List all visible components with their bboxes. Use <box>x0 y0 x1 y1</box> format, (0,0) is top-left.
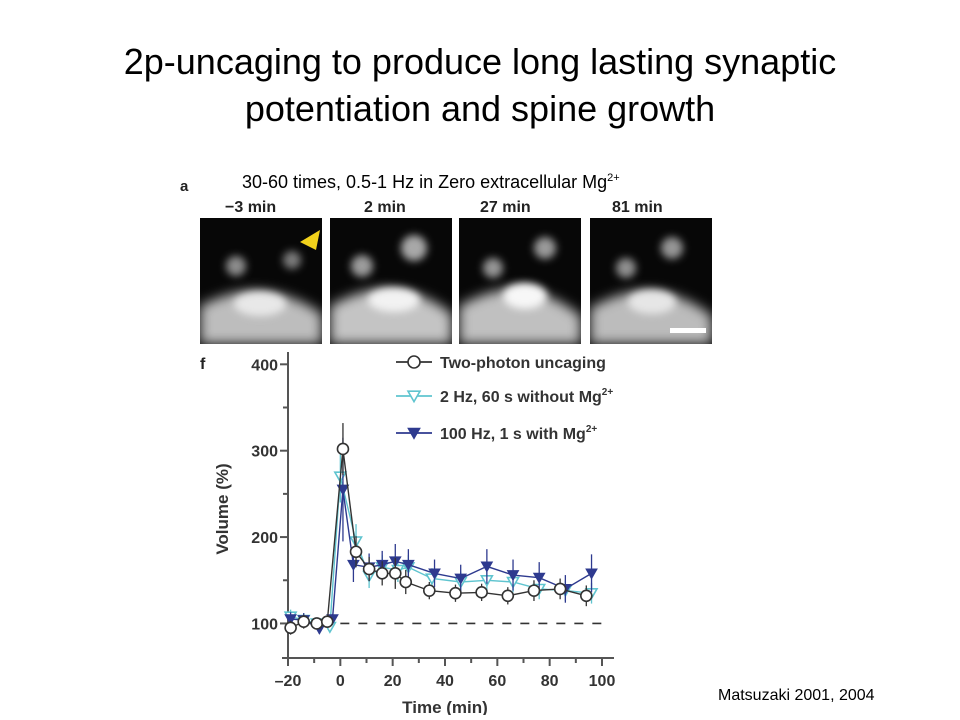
legend-marker <box>406 390 422 404</box>
x-axis-label: Time (min) <box>402 698 488 715</box>
micrograph-frame-4 <box>590 218 712 344</box>
data-point <box>480 561 494 573</box>
data-point <box>449 586 462 600</box>
caption-superscript: 2+ <box>607 172 620 184</box>
legend-label: 100 Hz, 1 s with Mg2+ <box>440 424 597 443</box>
legend-label-superscript: 2+ <box>586 424 598 435</box>
x-tick-label: 20 <box>384 673 402 690</box>
x-tick-label: –20 <box>275 673 302 690</box>
panel-f-letter: f <box>200 356 206 373</box>
y-axis-label: Volume (%) <box>213 463 232 554</box>
data-point <box>585 568 598 580</box>
stimulation-caption: 30-60 times, 0.5-1 Hz in Zero extracellu… <box>242 172 620 193</box>
data-point <box>475 586 488 599</box>
chart-legend: Two-photon uncaging 2 Hz, 60 s without Mg… <box>396 355 613 443</box>
x-tick-label: 40 <box>436 673 454 690</box>
legend-label-text: 100 Hz, 1 s with Mg <box>440 426 586 443</box>
legend-label-text: Two-photon uncaging <box>440 355 606 372</box>
legend-label: 2 Hz, 60 s without Mg2+ <box>440 387 613 406</box>
chart-axes: 100 200 300 400 –20 0 20 40 60 80 100 Time (min) Vol… <box>213 352 615 715</box>
micrograph-frame-3 <box>459 218 581 344</box>
title-line-1: 2p-uncaging to produce long lasting syna… <box>123 41 837 82</box>
series-1 <box>283 450 599 634</box>
data-point <box>362 562 376 576</box>
data-point <box>349 545 363 559</box>
series-0 <box>284 423 593 635</box>
data-point <box>320 615 334 629</box>
data-point <box>284 621 297 635</box>
data-point <box>399 575 413 589</box>
data-point <box>527 584 541 597</box>
data-point <box>501 589 515 603</box>
x-tick-label: 100 <box>589 673 616 690</box>
series-line <box>290 489 592 630</box>
data-point <box>388 567 402 580</box>
x-tick-label: 60 <box>488 673 506 690</box>
y-tick-label: 200 <box>251 530 278 547</box>
y-tick-label: 300 <box>251 444 278 461</box>
legend-marker <box>407 427 421 440</box>
panel-a-letter: a <box>180 178 189 195</box>
slide-title: 2p-uncaging to produce long lasting syna… <box>40 38 920 132</box>
data-point <box>579 589 593 603</box>
y-tick-label: 100 <box>251 616 278 633</box>
timepoint-label-2: 2 min <box>364 199 406 216</box>
data-point <box>297 615 310 629</box>
volume-time-chart: 100 200 300 400 –20 0 20 40 60 80 100 Time (min) Vol… <box>213 352 615 715</box>
legend-label-text: 2 Hz, 60 s without Mg <box>440 389 602 406</box>
title-line-2: potentiation and spine growth <box>244 88 716 129</box>
uncaging-arrowhead-icon <box>300 230 320 250</box>
legend-entry-2: 100 Hz, 1 s with Mg2+ <box>396 424 597 443</box>
legend-entry-1: 2 Hz, 60 s without Mg2+ <box>396 387 613 406</box>
y-tick-label: 400 <box>251 357 278 374</box>
caption-text: 30-60 times, 0.5-1 Hz in Zero extracellu… <box>242 172 608 192</box>
data-point <box>506 570 520 582</box>
data-point <box>428 568 441 580</box>
timepoint-label-4: 81 min <box>612 199 663 216</box>
series-line <box>290 476 592 628</box>
series-line <box>290 448 587 629</box>
data-point <box>336 484 350 496</box>
legend-entry-0: Two-photon uncaging <box>396 355 606 372</box>
data-point <box>402 559 415 571</box>
data-point <box>310 617 324 630</box>
x-tick-label: 80 <box>541 673 559 690</box>
timepoint-label-3: 27 min <box>480 199 531 216</box>
timepoint-label-1: −3 min <box>225 199 277 216</box>
data-point <box>532 572 546 584</box>
legend-label: Two-photon uncaging <box>440 355 606 372</box>
legend-label-superscript: 2+ <box>602 387 614 398</box>
scale-bar <box>670 328 706 333</box>
data-point <box>454 573 468 585</box>
data-point <box>284 614 297 626</box>
data-point <box>423 584 436 597</box>
chart-plot-area <box>283 423 604 635</box>
data-point <box>375 567 389 580</box>
micrograph-frame-1 <box>200 218 322 344</box>
micrograph-frame-2 <box>330 218 452 344</box>
data-point <box>336 442 350 456</box>
x-tick-label: 0 <box>336 673 345 690</box>
data-point <box>553 582 567 596</box>
legend-marker <box>407 355 421 369</box>
citation: Matsuzaki 2001, 2004 <box>718 687 875 704</box>
